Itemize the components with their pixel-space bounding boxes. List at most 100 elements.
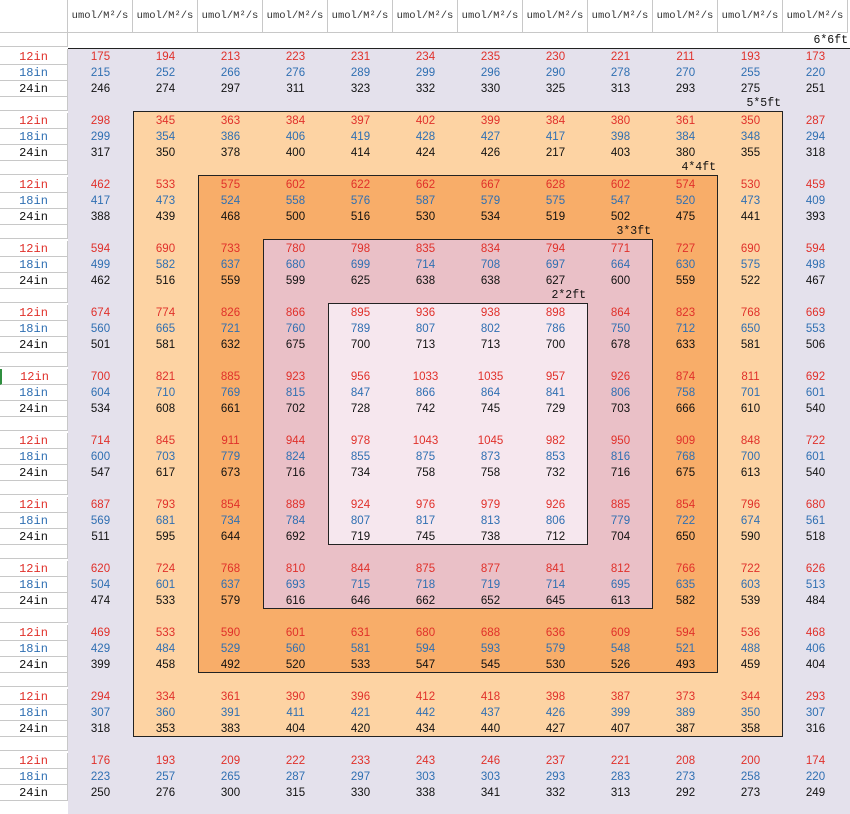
table-cell[interactable]: 581	[740, 339, 761, 351]
table-cell[interactable]: 524	[220, 195, 241, 207]
table-cell[interactable]: 734	[350, 467, 371, 479]
table-cell[interactable]: 673	[220, 467, 241, 479]
row-header-spacer[interactable]	[0, 289, 68, 303]
table-cell[interactable]: 504	[90, 579, 111, 591]
table-cell[interactable]: 246	[480, 755, 501, 767]
table-cell[interactable]: 529	[220, 643, 241, 655]
table-cell[interactable]: 885	[220, 371, 241, 383]
table-cell[interactable]: 976	[415, 499, 436, 511]
table-cell[interactable]: 926	[610, 371, 631, 383]
table-cell[interactable]: 287	[285, 771, 306, 783]
table-cell[interactable]: 390	[285, 691, 306, 703]
table-cell[interactable]: 561	[805, 515, 826, 527]
table-cell[interactable]: 889	[285, 499, 306, 511]
table-cell[interactable]: 729	[545, 403, 566, 415]
table-cell[interactable]: 350	[155, 147, 176, 159]
table-cell[interactable]: 604	[90, 387, 111, 399]
table-cell[interactable]: 628	[545, 179, 566, 191]
table-cell[interactable]: 468	[805, 627, 826, 639]
column-header[interactable]: umol/M²/s	[783, 0, 848, 33]
table-cell[interactable]: 835	[415, 243, 436, 255]
table-cell[interactable]: 664	[610, 259, 631, 271]
table-cell[interactable]: 220	[805, 67, 826, 79]
table-cell[interactable]: 363	[220, 115, 241, 127]
table-cell[interactable]: 426	[545, 707, 566, 719]
table-cell[interactable]: 722	[675, 515, 696, 527]
table-cell[interactable]: 594	[675, 627, 696, 639]
table-cell[interactable]: 235	[480, 51, 501, 63]
table-cell[interactable]: 716	[285, 467, 306, 479]
table-cell[interactable]: 824	[285, 451, 306, 463]
table-cell[interactable]: 587	[415, 195, 436, 207]
table-cell[interactable]: 387	[610, 691, 631, 703]
table-cell[interactable]: 816	[610, 451, 631, 463]
table-cell[interactable]: 895	[350, 307, 371, 319]
table-cell[interactable]: 289	[350, 67, 371, 79]
table-cell[interactable]: 208	[675, 755, 696, 767]
table-cell[interactable]: 956	[350, 371, 371, 383]
table-cell[interactable]: 222	[285, 755, 306, 767]
table-cell[interactable]: 278	[610, 67, 631, 79]
table-cell[interactable]: 419	[350, 131, 371, 143]
table-cell[interactable]: 638	[415, 275, 436, 287]
corner-cell[interactable]	[0, 0, 68, 33]
table-cell[interactable]: 796	[740, 499, 761, 511]
table-cell[interactable]: 387	[675, 723, 696, 735]
table-cell[interactable]: 265	[220, 771, 241, 783]
table-cell[interactable]: 710	[155, 387, 176, 399]
table-cell[interactable]: 635	[675, 579, 696, 591]
table-cell[interactable]: 211	[676, 51, 695, 63]
table-cell[interactable]: 848	[740, 435, 761, 447]
table-cell[interactable]: 602	[285, 179, 306, 191]
table-cell[interactable]: 784	[285, 515, 306, 527]
table-cell[interactable]: 874	[675, 371, 696, 383]
table-cell[interactable]: 338	[415, 787, 436, 799]
table-cell[interactable]: 500	[285, 211, 306, 223]
table-cell[interactable]: 292	[675, 787, 696, 799]
table-cell[interactable]: 361	[220, 691, 241, 703]
table-cell[interactable]: 493	[675, 659, 696, 671]
table-cell[interactable]: 404	[285, 723, 306, 735]
table-cell[interactable]: 866	[285, 307, 306, 319]
table-cell[interactable]: 821	[155, 371, 176, 383]
table-cell[interactable]: 875	[415, 563, 436, 575]
table-cell[interactable]: 398	[610, 131, 631, 143]
row-header[interactable]: 18in	[0, 321, 68, 337]
table-cell[interactable]: 397	[350, 115, 371, 127]
table-cell[interactable]: 412	[415, 691, 436, 703]
table-cell[interactable]: 406	[285, 131, 306, 143]
table-cell[interactable]: 386	[220, 131, 241, 143]
table-cell[interactable]: 521	[675, 643, 696, 655]
table-cell[interactable]: 873	[480, 451, 501, 463]
table-cell[interactable]: 502	[610, 211, 631, 223]
table-cell[interactable]: 718	[415, 579, 436, 591]
table-cell[interactable]: 579	[545, 643, 566, 655]
table-cell[interactable]: 750	[610, 323, 631, 335]
table-cell[interactable]: 498	[805, 259, 826, 271]
table-cell[interactable]: 330	[480, 83, 501, 95]
table-cell[interactable]: 334	[155, 691, 176, 703]
table-cell[interactable]: 217	[545, 147, 566, 159]
table-cell[interactable]: 680	[285, 259, 306, 271]
table-cell[interactable]: 251	[805, 83, 826, 95]
table-cell[interactable]: 728	[350, 403, 371, 415]
table-cell[interactable]: 732	[545, 467, 566, 479]
table-cell[interactable]: 798	[350, 243, 371, 255]
table-cell[interactable]: 575	[545, 195, 566, 207]
row-header-spacer[interactable]	[0, 353, 68, 367]
table-cell[interactable]: 745	[480, 403, 501, 415]
table-cell[interactable]: 373	[675, 691, 696, 703]
table-cell[interactable]: 350	[740, 707, 761, 719]
table-cell[interactable]: 714	[90, 435, 111, 447]
table-cell[interactable]: 666	[675, 403, 696, 415]
table-cell[interactable]: 345	[155, 115, 176, 127]
table-cell[interactable]: 601	[805, 451, 826, 463]
table-cell[interactable]: 360	[155, 707, 176, 719]
table-cell[interactable]: 459	[805, 179, 826, 191]
table-cell[interactable]: 316	[805, 723, 826, 735]
table-cell[interactable]: 595	[155, 531, 176, 543]
table-cell[interactable]: 810	[285, 563, 306, 575]
table-cell[interactable]: 462	[90, 275, 111, 287]
table-cell[interactable]: 841	[545, 563, 566, 575]
table-cell[interactable]: 548	[610, 643, 631, 655]
